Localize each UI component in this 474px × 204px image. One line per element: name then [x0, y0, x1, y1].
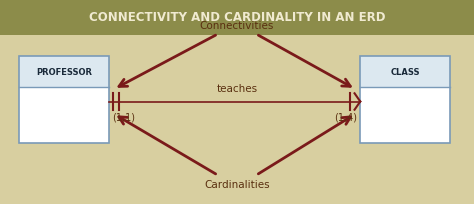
Text: PROFESSOR: PROFESSOR [36, 68, 92, 76]
Text: CONNECTIVITY AND CARDINALITY IN AN ERD: CONNECTIVITY AND CARDINALITY IN AN ERD [89, 11, 385, 24]
Text: Connectivities: Connectivities [200, 21, 274, 31]
Text: Cardinalities: Cardinalities [204, 180, 270, 190]
Bar [19, 57, 109, 143]
Bar [360, 57, 450, 87]
Bar [19, 57, 109, 87]
Bar [19, 87, 109, 143]
Text: (1,1): (1,1) [112, 112, 135, 122]
Bar [0, 0, 474, 36]
Bar [360, 57, 450, 143]
Text: teaches: teaches [217, 84, 257, 94]
Text: (1,4): (1,4) [335, 112, 357, 122]
Bar [360, 87, 450, 143]
Text: CLASS: CLASS [391, 68, 420, 76]
